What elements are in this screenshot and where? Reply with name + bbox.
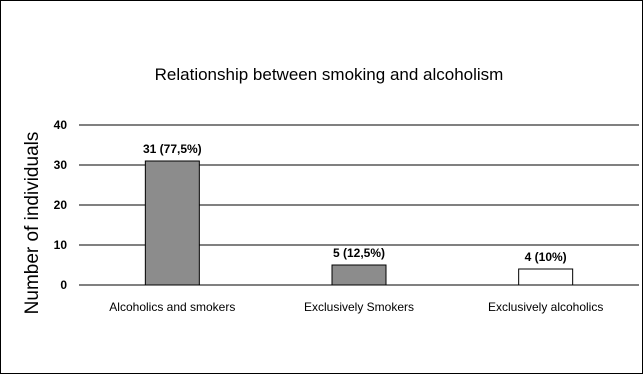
chart-title: Relationship between smoking and alcohol… <box>155 65 504 84</box>
bar <box>144 160 200 286</box>
y-tick-label: 40 <box>54 118 68 132</box>
y-tick-label: 10 <box>54 238 68 252</box>
x-category-label: Alcoholics and smokers <box>109 300 235 314</box>
x-category-label: Exclusively alcoholics <box>488 300 603 314</box>
bar <box>331 264 387 286</box>
y-axis-label: Number of individuals <box>22 132 43 315</box>
y-axis-ticks: 0 10 20 30 40 <box>54 118 68 292</box>
data-label: 31 (77,5%) <box>143 142 202 156</box>
data-label: 4 (10%) <box>525 250 567 264</box>
data-labels: 31 (77,5%) 5 (12,5%) 4 (10%) <box>143 142 567 264</box>
bar <box>518 268 574 286</box>
x-axis-categories: Alcoholics and smokers Exclusively Smoker… <box>109 300 603 314</box>
x-category-label: Exclusively Smokers <box>304 300 414 314</box>
y-tick-label: 0 <box>60 278 67 292</box>
y-tick-label: 30 <box>54 158 68 172</box>
bars <box>144 160 574 286</box>
data-label: 5 (12,5%) <box>333 246 385 260</box>
y-tick-label: 20 <box>54 198 68 212</box>
